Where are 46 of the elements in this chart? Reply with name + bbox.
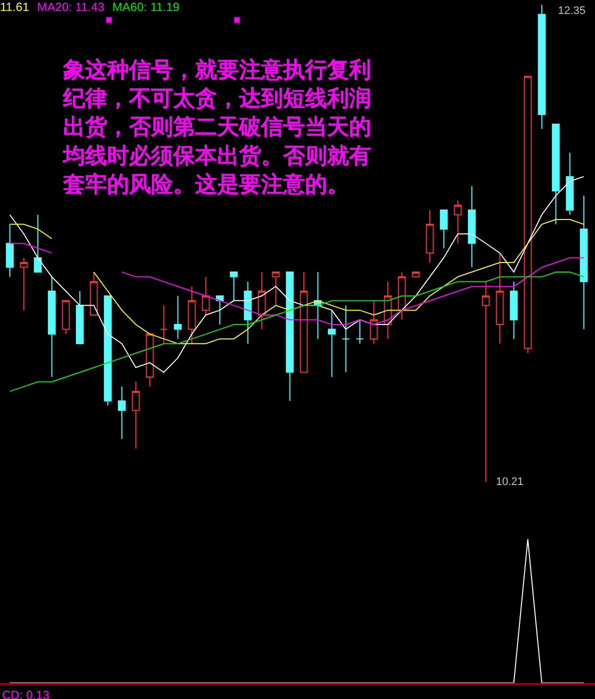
candlestick (328, 310, 336, 378)
text: MA20: 11.43 (37, 0, 104, 14)
candlestick (454, 200, 462, 244)
candlestick (174, 295, 182, 340)
candlestick (342, 304, 350, 373)
candlestick (244, 281, 252, 344)
candlestick (160, 304, 168, 344)
candlestick (258, 272, 266, 330)
candlestick (118, 386, 126, 440)
candlestick (538, 4, 546, 130)
candlestick (496, 252, 504, 344)
candlestick (272, 272, 280, 306)
candlestick (566, 152, 574, 216)
candlestick (426, 209, 434, 263)
candlestick (300, 272, 308, 373)
candlestick (146, 334, 154, 388)
candlestick (510, 281, 518, 340)
candlestick (230, 272, 238, 302)
candlestick (440, 209, 448, 249)
candlestick (76, 290, 84, 344)
candlestick (370, 300, 378, 344)
annotation: 10.21 (496, 476, 524, 488)
candlestick (468, 186, 476, 268)
candlestick (552, 124, 560, 225)
annotation: 象这种信号，就要注意执行复利纪律，不可太贪，达到短线利润出货，否则第二天破信号当天的均线时必须保本出货。否则就有套牢的风险。这是要注意的。 (62, 57, 371, 198)
candlestick (6, 224, 14, 278)
candlestick (356, 319, 364, 344)
candlestick (48, 276, 56, 378)
text: CD: 0.13 (2, 688, 50, 699)
text: MA60: 11.19 (112, 0, 180, 14)
candlestick (132, 381, 140, 450)
candlestick (104, 295, 112, 406)
candlestick (34, 214, 42, 273)
candlestick (20, 257, 28, 311)
candlestick (90, 272, 98, 316)
candlestick (62, 300, 70, 335)
annotation: 12.35 (558, 5, 586, 17)
text: 11.61 (0, 0, 30, 14)
candlestick (286, 272, 294, 402)
candlestick (580, 195, 588, 330)
candlestick (482, 281, 490, 482)
candlestick (202, 276, 210, 316)
candlestick (188, 286, 196, 344)
candlestick (216, 295, 224, 326)
candlestick (524, 76, 532, 354)
candlestick (412, 272, 420, 278)
